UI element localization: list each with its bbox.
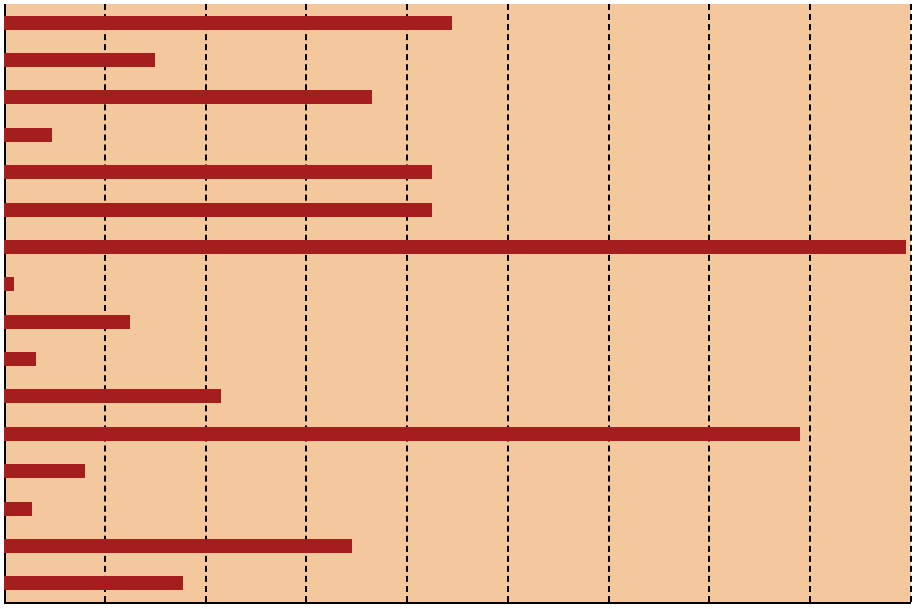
gridline (406, 4, 408, 602)
bar (4, 315, 130, 329)
bar (4, 53, 155, 67)
gridline (809, 4, 811, 602)
bar (4, 240, 906, 254)
bar (4, 128, 52, 142)
gridline (507, 4, 509, 602)
bar (4, 165, 432, 179)
bar-chart (0, 0, 915, 609)
bar (4, 539, 352, 553)
bar (4, 502, 32, 516)
bar (4, 389, 221, 403)
gridline (708, 4, 710, 602)
plot-area (4, 4, 911, 604)
bar (4, 352, 36, 366)
bar (4, 90, 372, 104)
gridline (910, 4, 912, 602)
bar (4, 203, 432, 217)
bar (4, 16, 452, 30)
bar (4, 427, 800, 441)
bar (4, 464, 85, 478)
x-axis (4, 602, 911, 604)
gridline (608, 4, 610, 602)
bar (4, 576, 183, 590)
bar (4, 277, 14, 291)
